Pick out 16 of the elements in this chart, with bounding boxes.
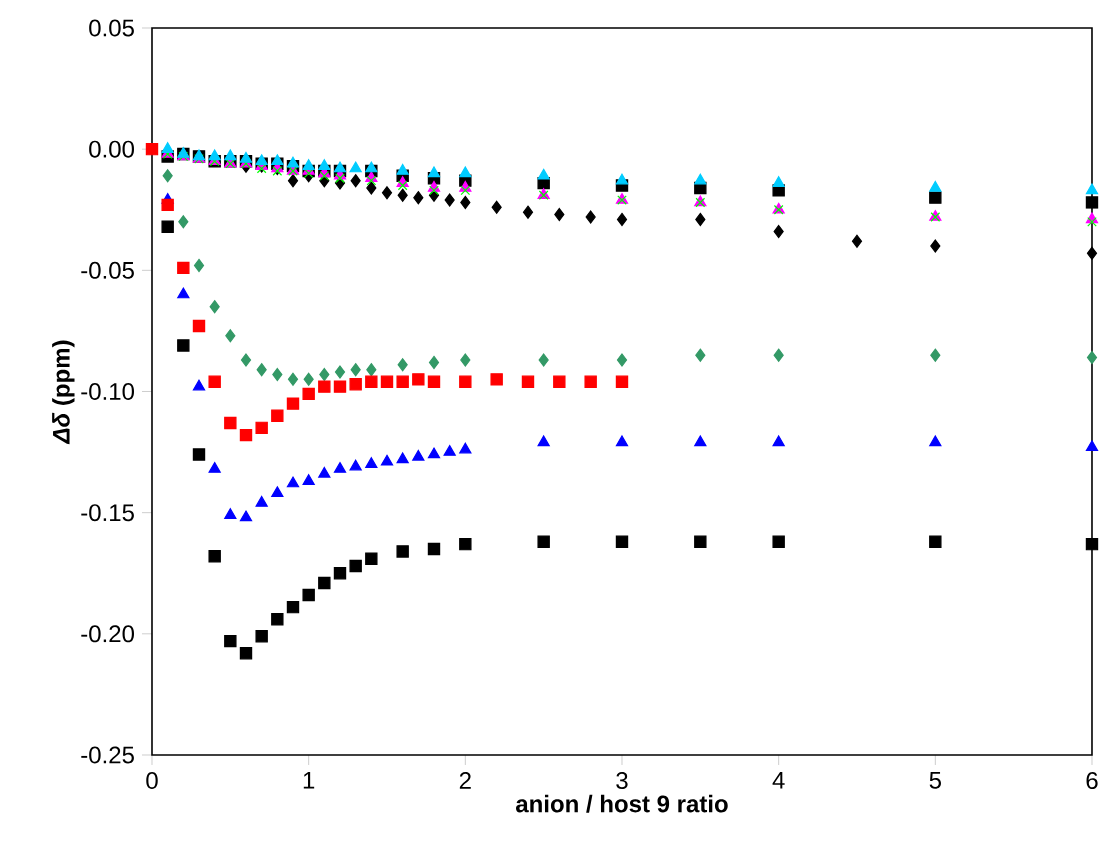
x-tick-label: 0 [146,772,158,790]
y-tick-label: -0.10 [81,383,134,400]
x-tick-label: 2 [459,772,471,789]
y-tick-label: -0.05 [81,261,134,279]
y-tick-label: -0.20 [81,625,134,643]
y-axis-title: Δδ (ppm) [52,340,75,445]
x-tick-label: 6 [1086,772,1098,790]
y-tick-label: 0.05 [89,19,134,37]
y-tick-label: -0.15 [81,504,134,522]
x-tick-label: 4 [772,772,785,789]
x-tick-label: 3 [616,772,628,790]
x-axis-title: anion / host 9 ratio [516,794,728,813]
y-tick-label: 0.00 [89,140,134,158]
x-tick-label: 1 [303,772,315,789]
x-tick-label: 5 [929,772,941,789]
y-tick-label: -0.25 [81,746,134,764]
